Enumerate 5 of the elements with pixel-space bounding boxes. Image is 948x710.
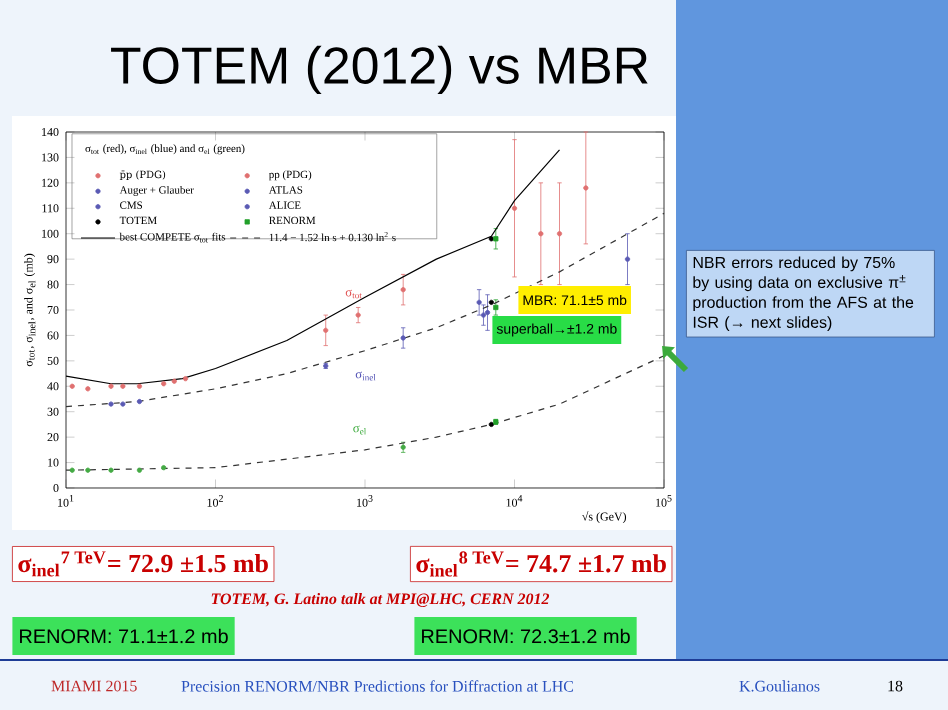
text: RENORM: 72.3±1.2 mb (422, 628, 630, 644)
chart-title: TOTEM (2012) vs MBR (111, 45, 648, 95)
text: RENORM: 71.1±1.2 mb (20, 628, 228, 644)
text: σ$_{inel}$$^{7 TeV}$= 72.9 ±1.5 mb (18, 551, 268, 577)
text: σ$_{inel}$$^{8 TeV}$= 74.7 ±1.7 mb (416, 551, 666, 577)
